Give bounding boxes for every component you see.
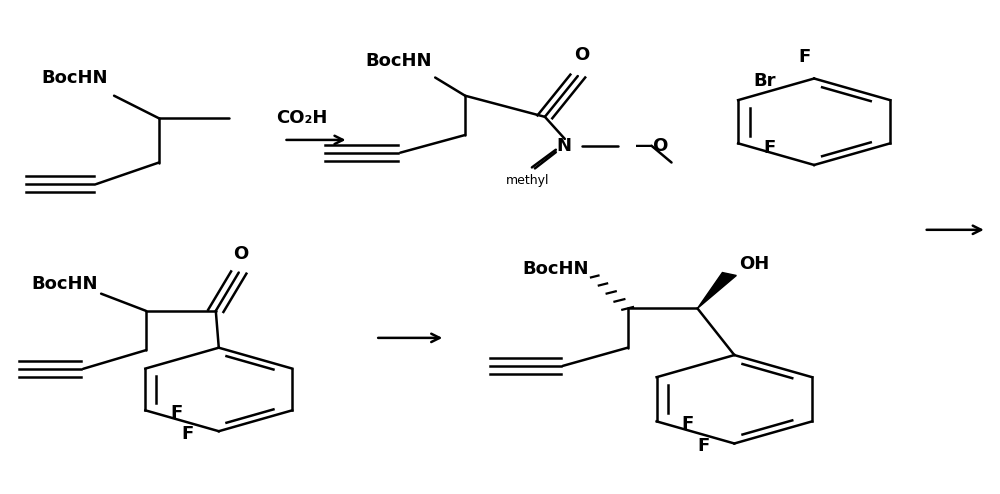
Text: BocHN: BocHN [365,52,432,70]
Text: F: F [697,437,709,455]
Text: BocHN: BocHN [522,260,588,278]
Text: CO₂H: CO₂H [276,109,327,127]
Text: F: F [682,415,694,433]
Polygon shape [697,273,736,308]
Text: BocHN: BocHN [31,275,98,293]
Text: N: N [556,137,571,155]
Text: —O: —O [635,137,668,155]
Text: O: O [574,46,589,64]
Text: Br: Br [753,72,776,90]
Text: F: F [763,139,775,157]
Text: methyl: methyl [506,174,550,187]
Text: O: O [233,245,248,263]
Text: F: F [170,404,183,422]
Text: F: F [798,48,810,66]
Text: OH: OH [739,255,770,273]
Text: BocHN: BocHN [41,69,108,86]
Text: F: F [182,425,194,443]
